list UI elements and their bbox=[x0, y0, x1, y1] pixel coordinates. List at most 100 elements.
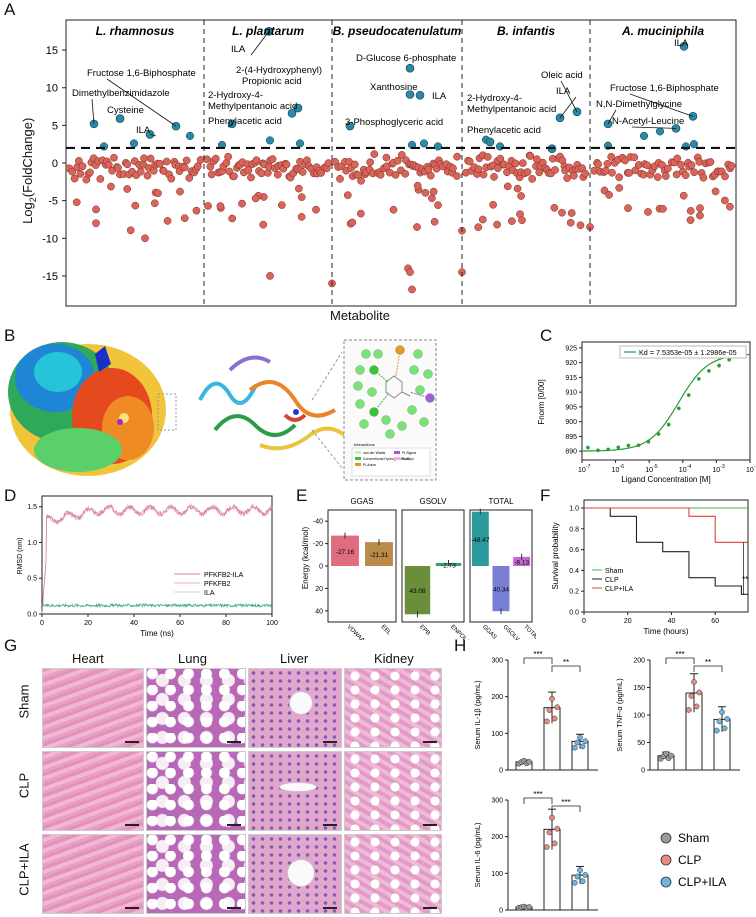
sample-point bbox=[577, 867, 583, 874]
annotation-label: 2-Hydroxy-4- bbox=[467, 93, 522, 104]
metabolite-point bbox=[726, 202, 734, 211]
bar-category-label: GGAS bbox=[481, 624, 498, 640]
annotation-label: ILA bbox=[432, 91, 447, 102]
ytick-label: 0 bbox=[641, 768, 645, 775]
metabolite-point bbox=[567, 209, 576, 217]
survival-curve bbox=[584, 507, 748, 595]
ytick-label: 0.5 bbox=[27, 576, 37, 583]
data-point bbox=[727, 357, 731, 362]
metabolite-point bbox=[664, 164, 672, 173]
residue-bubble bbox=[415, 385, 425, 395]
metabolite-point bbox=[511, 159, 520, 168]
annotation-label: ILA bbox=[674, 38, 689, 49]
ytick-label: 0.0 bbox=[27, 612, 37, 619]
annotation-label: 2-(4-Hydroxyphenyl) bbox=[236, 65, 322, 76]
sample-point bbox=[579, 743, 586, 750]
metabolite-point bbox=[348, 218, 357, 227]
metabolite-point bbox=[523, 168, 532, 176]
energy-bar bbox=[513, 556, 531, 566]
metabolite-point bbox=[230, 172, 238, 181]
sample-point bbox=[549, 814, 555, 821]
metabolite-point bbox=[478, 215, 487, 224]
annotation-label: N,N-Dimethylglycine bbox=[596, 99, 682, 110]
metabolite-point bbox=[430, 217, 439, 226]
protein-ribbon-image bbox=[198, 355, 352, 451]
data-point bbox=[646, 439, 651, 444]
sample-point bbox=[579, 878, 586, 885]
protein-surface-image bbox=[8, 342, 166, 476]
annotation-label: Dimethylbenzimidazole bbox=[72, 88, 170, 99]
histology-heart-clp-ila bbox=[42, 834, 144, 914]
data-point bbox=[666, 422, 671, 427]
sample-point bbox=[685, 707, 692, 713]
sig-bracket bbox=[523, 797, 553, 804]
metabolite-point bbox=[551, 166, 559, 174]
xtick-exp: -2 bbox=[754, 464, 756, 470]
panel-d-xlabel: Time (ns) bbox=[140, 629, 174, 638]
panel-f-ylabel: Survival probability bbox=[551, 522, 560, 589]
bar-value-label: -2.73 bbox=[441, 562, 456, 569]
metabolite-point bbox=[615, 173, 623, 182]
upregulated-point bbox=[185, 131, 195, 140]
metabolite-point bbox=[244, 166, 253, 175]
metabolite-point bbox=[653, 173, 662, 181]
metabolite-point bbox=[180, 214, 189, 223]
metabolite-point bbox=[690, 168, 698, 177]
metabolite-point bbox=[639, 170, 648, 179]
pi-sigma-line bbox=[409, 391, 431, 399]
metabolite-point bbox=[696, 211, 704, 220]
legend-pi-sigma: Pi-Sigma bbox=[402, 451, 416, 455]
upregulated-point bbox=[419, 139, 429, 148]
bar-value-label: -21.31 bbox=[370, 552, 389, 559]
ytick-label: 0 bbox=[52, 158, 58, 170]
panel-a-chart: L. rhamnosus L. plantarum B. pseudocatenul… bbox=[42, 19, 737, 307]
xtick-base: 10 bbox=[712, 467, 720, 474]
annotation-leader bbox=[106, 78, 177, 127]
panel-label-h: H bbox=[454, 636, 467, 655]
bar-category-label: ENPOLAR bbox=[449, 624, 474, 640]
panel-e-ylabel: Energy (kcal/mol) bbox=[301, 527, 310, 590]
metabolite-point bbox=[696, 204, 704, 213]
annotation-label: Fructose 1,6-Biphosphate bbox=[610, 83, 719, 94]
metabolite-point bbox=[413, 181, 422, 190]
sig-bracket bbox=[523, 657, 553, 664]
sig-label: *** bbox=[533, 790, 542, 799]
metabolite-point bbox=[252, 156, 261, 165]
metabolite-point bbox=[535, 168, 544, 177]
data-point bbox=[616, 445, 621, 450]
metabolite-point bbox=[72, 198, 81, 207]
panel-label-a: A bbox=[4, 0, 16, 19]
metabolite-point bbox=[196, 156, 205, 164]
sig-label: ** bbox=[705, 658, 711, 667]
metabolite-point bbox=[453, 152, 461, 161]
subplot-title: GGAS bbox=[350, 497, 373, 506]
metabolite-point bbox=[659, 204, 667, 213]
annotation-label: ILA bbox=[556, 86, 571, 97]
panel-label-e: E bbox=[296, 486, 308, 505]
xtick-base: 10 bbox=[679, 467, 687, 474]
annotation-leader bbox=[631, 126, 677, 129]
panel-label-f: F bbox=[540, 486, 551, 505]
residue-bubble bbox=[409, 365, 419, 375]
histology-heart-clp bbox=[42, 751, 144, 831]
sample-point bbox=[719, 709, 725, 715]
upregulated-point bbox=[681, 142, 691, 151]
xtick-base: 10 bbox=[578, 467, 586, 474]
upregulated-point bbox=[265, 136, 275, 145]
annotation-label: 2-Hydroxy-4- bbox=[208, 90, 263, 101]
row-clp: CLP bbox=[16, 772, 32, 799]
annotation-label: D-Glucose 6-phosphate bbox=[356, 53, 456, 64]
ytick-label: 40 bbox=[315, 608, 323, 615]
metabolite-point bbox=[356, 209, 365, 218]
metabolite-point bbox=[74, 156, 83, 165]
metabolite-point bbox=[343, 191, 352, 200]
metabolite-point bbox=[154, 189, 162, 198]
ytick-label: 0 bbox=[499, 768, 503, 775]
ytick-label: 200 bbox=[491, 834, 503, 841]
panel-d-ylabel: RMSD (nm) bbox=[17, 538, 24, 575]
residue-bubble bbox=[397, 421, 407, 431]
sample-point bbox=[551, 715, 558, 722]
ytick-label: 890 bbox=[565, 449, 577, 456]
annotation-label: Propionic acid bbox=[242, 76, 302, 87]
